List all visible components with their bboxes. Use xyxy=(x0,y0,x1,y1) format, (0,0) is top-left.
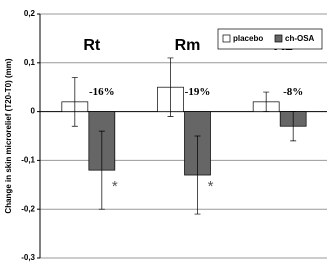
y-tick-label: 0,1 xyxy=(24,58,36,67)
category-label: Rt xyxy=(83,37,101,54)
error-bar xyxy=(98,130,105,210)
error-bar xyxy=(194,135,201,215)
percent-label: -8% xyxy=(283,86,303,98)
y-tick-label: 0,2 xyxy=(24,9,36,18)
y-tick-label: -0,1 xyxy=(21,156,35,165)
error-bar xyxy=(167,57,174,117)
y-tick-label: -0,2 xyxy=(21,204,35,213)
y-tick-label: -0,3 xyxy=(21,253,35,262)
percent-label: -16% xyxy=(89,86,115,98)
significance-mark: * xyxy=(208,178,214,195)
error-bar xyxy=(71,77,78,127)
legend-label: placebo xyxy=(233,34,263,43)
legend-swatch xyxy=(222,34,231,43)
y-axis-label: Change in skin microrelief (T20-T0) (mm) xyxy=(4,58,13,213)
legend-box xyxy=(217,28,323,50)
category-label: Rm xyxy=(175,37,201,54)
error-bar xyxy=(290,111,297,142)
percent-label: -19% xyxy=(185,86,211,98)
error-bar xyxy=(263,91,270,112)
legend-swatch xyxy=(274,34,283,43)
y-tick-label: 0 xyxy=(31,107,36,116)
legend-label: ch-OSA xyxy=(285,34,315,43)
significance-mark: * xyxy=(112,178,118,195)
